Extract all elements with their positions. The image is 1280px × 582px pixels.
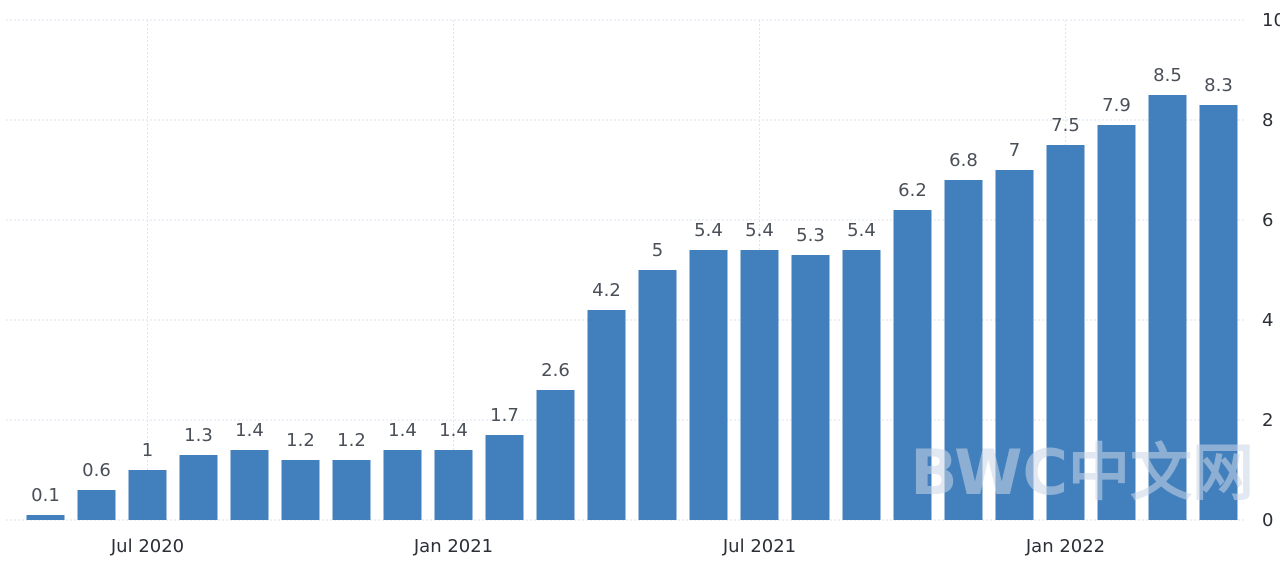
bar-value-label: 1.4 [235,420,264,441]
bar [689,250,728,520]
bar [230,450,269,520]
bar [383,450,422,520]
bar-value-label: 5.4 [745,220,774,241]
bar-value-label: 2.6 [541,360,570,381]
bar [281,460,320,520]
bar [740,250,779,520]
y-tick-label: 8 [1262,110,1273,131]
bar-value-label: 1.3 [184,425,213,446]
bar-value-label: 1.7 [490,405,519,426]
bar [1148,95,1187,520]
bar-value-label: 5.4 [847,220,876,241]
bar [77,490,116,520]
bar [791,255,830,520]
bar [485,435,524,520]
y-axis: 0 2 4 6 8 10 [1262,10,1280,531]
bar-value-label: 6.8 [949,150,978,171]
y-tick-label: 6 [1262,210,1273,231]
bar [26,515,65,520]
x-tick-label: Jul 2021 [722,536,796,557]
bar-value-label: 0.1 [31,485,60,506]
bars-layer [26,95,1238,520]
bar [1046,145,1085,520]
bar-value-label: 8.5 [1153,65,1182,86]
bar [332,460,371,520]
y-tick-label: 10 [1262,10,1280,31]
bar [1097,125,1136,520]
x-tick-label: Jan 2021 [413,536,493,557]
bar-value-label: 8.3 [1204,75,1233,96]
bar [536,390,575,520]
data-labels-layer: 0.1 0.6 1 1.3 1.4 1.2 1.2 1.4 1.4 1.7 2.6 4.2 5 5.4 5.… [31,65,1233,506]
bar [179,455,218,520]
bar-value-label: 0.6 [82,460,111,481]
bar-value-label: 1.4 [439,420,468,441]
bar-value-label: 5 [652,240,663,261]
y-tick-label: 0 [1262,510,1273,531]
bar-value-label: 5.3 [796,225,825,246]
watermark-logo: BWC中文网 [910,436,1254,509]
bar-value-label: 5.4 [694,220,723,241]
bar [434,450,473,520]
bar-value-label: 1.2 [337,430,366,451]
bar [1199,105,1238,520]
x-tick-label: Jan 2022 [1025,536,1105,557]
bar [893,210,932,520]
bar-value-label: 1.2 [286,430,315,451]
bar [587,310,626,520]
bar [842,250,881,520]
bar [638,270,677,520]
bar [128,470,167,520]
bar-value-label: 7 [1009,140,1020,161]
x-axis: Jul 2020 Jan 2021 Jul 2021 Jan 2022 [110,536,1105,557]
bar-value-label: 1.4 [388,420,417,441]
bar [995,170,1034,520]
y-tick-label: 2 [1262,410,1273,431]
bar-value-label: 7.5 [1051,115,1080,136]
bar-value-label: 4.2 [592,280,621,301]
bar-value-label: 7.9 [1102,95,1131,116]
bar-value-label: 6.2 [898,180,927,201]
y-tick-label: 4 [1262,310,1273,331]
bar-value-label: 1 [142,440,153,461]
x-tick-label: Jul 2020 [110,536,184,557]
bar [944,180,983,520]
